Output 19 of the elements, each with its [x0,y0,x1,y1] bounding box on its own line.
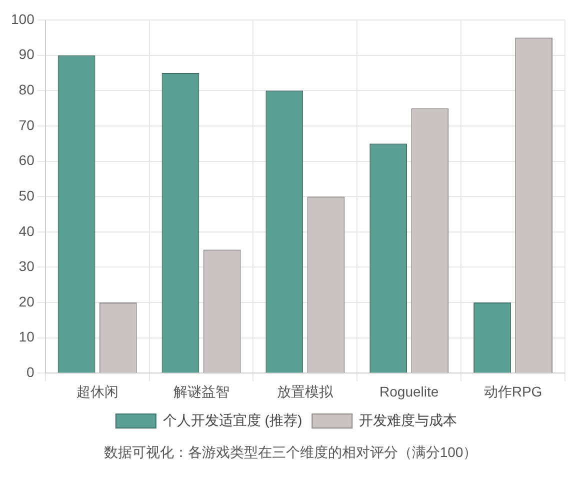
y-tick-label: 70 [18,116,35,133]
text: 数据可视化：各游戏类型在三个维度的相对评分（满分100） [102,444,478,462]
y-tick-label: 0 [26,364,35,380]
x-tick-label: 放置模拟 [277,383,334,400]
y-tick-label: 100 [11,10,35,27]
y-tick-label: 30 [18,258,35,274]
y-tick-label: 80 [18,82,35,98]
y-tick-label: 90 [18,46,35,62]
y-tick-label: 20 [18,293,35,310]
x-tick-label: 解谜益智 [173,383,230,400]
legend-label: 开发难度与成本 [359,412,458,428]
legend-label: 个人开发适宜度 (推荐) [162,412,302,428]
x-tick-label: 动作RPG [484,383,542,400]
x-tick-label: 超休闲 [76,383,118,400]
y-tick-label: 60 [18,152,35,168]
y-tick-label: 40 [18,222,35,239]
y-tick-label: 50 [18,187,35,204]
x-tick-label: Roguelite [380,383,439,400]
y-tick-label: 10 [18,328,35,345]
